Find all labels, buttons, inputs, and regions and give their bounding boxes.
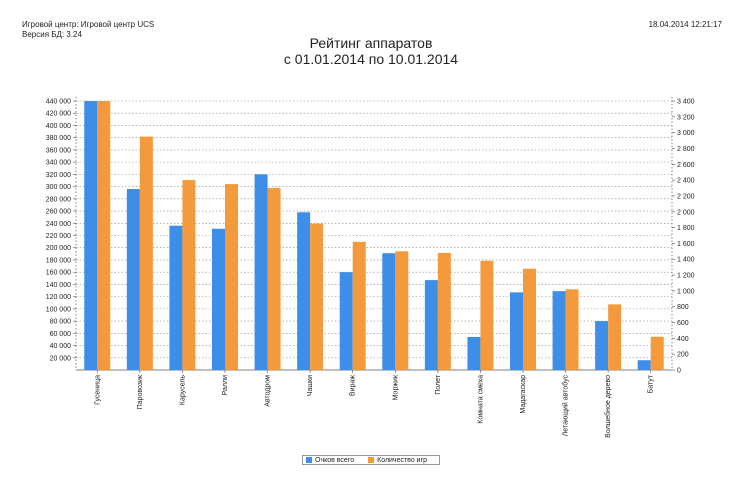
bar-points [254,174,268,370]
x-tick-label: Чашки [307,375,314,396]
bar-points [84,101,98,370]
x-tick-label: Батут [648,374,655,393]
right-tick-label: 800 [677,304,689,311]
bar-points [637,360,651,370]
left-tick-label: 300 000 [46,184,71,191]
right-tick-label: 1 400 [677,257,695,264]
right-tick-label: 3 200 [677,114,695,121]
legend-item-games: Количество игр [368,457,427,464]
bar-games [97,101,111,370]
chart-title-line1: Рейтинг аппаратов [309,35,433,51]
report-header: Игровой центр: Игровой центр UCS Версия … [22,20,154,40]
legend-label-games: Количество игр [377,456,428,464]
right-tick-label: 0 [677,368,681,375]
chart-title-line2: с 01.01.2014 по 10.01.2014 [283,51,459,67]
bar-games [395,251,409,370]
bar-points [339,272,353,370]
game-center-line: Игровой центр: Игровой центр UCS [22,20,155,29]
bar-points [126,189,140,370]
x-tick-label: Волшебное дерево [604,375,612,438]
bar-games [608,304,622,370]
bar-games [225,184,238,370]
bar-points [424,280,438,370]
right-tick-label: 1 000 [677,288,695,295]
left-tick-label: 420 000 [46,111,71,118]
right-tick-label: 2 800 [677,146,695,153]
right-tick-label: 2 000 [677,209,695,216]
bar-games [437,252,451,370]
left-tick-label: 120 000 [46,294,71,301]
bar-points [552,291,566,370]
left-tick-label: 80 000 [50,319,72,326]
bar-games [182,180,196,370]
left-tick-label: 160 000 [46,270,71,277]
bar-games [565,289,579,370]
left-tick-label: 360 000 [46,147,71,154]
left-tick-label: 380 000 [46,135,71,142]
bar-games [310,223,324,370]
right-tick-label: 3 000 [677,130,695,137]
right-tick-label: 600 [677,320,689,327]
legend-item-points: Очков всего [306,457,354,464]
x-tick-label: Паровозик [137,374,144,409]
bar-games [650,336,664,370]
bar-points [169,225,183,370]
bar-games [139,136,153,370]
left-tick-label: 440 000 [46,99,71,106]
x-tick-label: Моржик [392,374,399,400]
left-tick-label: 20 000 [50,355,72,362]
bar-games [523,268,536,370]
report-datetime: 18.04.2014 12:21:17 [648,20,722,29]
db-version-line: Версия БД: 3.24 [22,30,82,39]
x-tick-label: Вираж [350,375,357,396]
x-tick-label: Комната смеха [477,375,484,424]
right-tick-label: 1 200 [677,273,695,280]
left-tick-label: 320 000 [46,172,71,179]
left-tick-label: 280 000 [46,196,71,203]
bar-games [267,188,281,370]
legend-label-points: Очков всего [315,456,355,464]
right-tick-label: 2 400 [677,178,695,185]
chart-title: Рейтинг аппаратов с 01.01.2014 по 10.01.… [0,35,742,67]
legend-swatch-points [306,457,312,463]
bar-points [467,336,481,370]
bar-points [382,253,396,370]
right-tick-label: 200 [677,352,689,359]
right-tick-label: 400 [677,336,689,343]
bar-points [595,321,609,370]
right-tick-label: 2 200 [677,193,695,200]
right-tick-label: 1 800 [677,225,695,232]
bar-points [510,292,523,370]
x-tick-label: Автодром [265,375,272,407]
left-tick-label: 40 000 [50,343,72,350]
bar-games [352,241,366,370]
left-tick-label: 400 000 [46,123,71,130]
left-tick-label: 200 000 [46,245,71,252]
x-tick-label: Гусеница [94,375,101,405]
right-tick-label: 1 600 [677,241,695,248]
left-tick-label: 100 000 [46,306,71,313]
left-tick-label: 260 000 [46,209,71,216]
left-tick-label: 340 000 [46,160,71,167]
bar-points [297,212,311,370]
bar-games [480,260,494,370]
left-tick-label: 180 000 [46,257,71,264]
legend-swatch-games [368,457,375,463]
bar-points [212,228,225,370]
x-tick-label: Летающий автобус [562,375,570,437]
x-tick-label: Карусель [179,375,186,405]
x-tick-label: Ралли [222,375,229,395]
left-tick-label: 140 000 [46,282,71,289]
left-tick-label: 60 000 [50,331,72,338]
left-tick-label: 220 000 [46,233,71,240]
right-tick-label: 2 600 [677,162,695,169]
right-tick-label: 3 400 [677,99,695,106]
x-tick-label: Полет [435,374,442,395]
x-tick-label: Мадагаскар [520,375,527,414]
left-tick-label: 240 000 [46,221,71,228]
chart-legend: Очков всего Количество игр [302,455,440,465]
